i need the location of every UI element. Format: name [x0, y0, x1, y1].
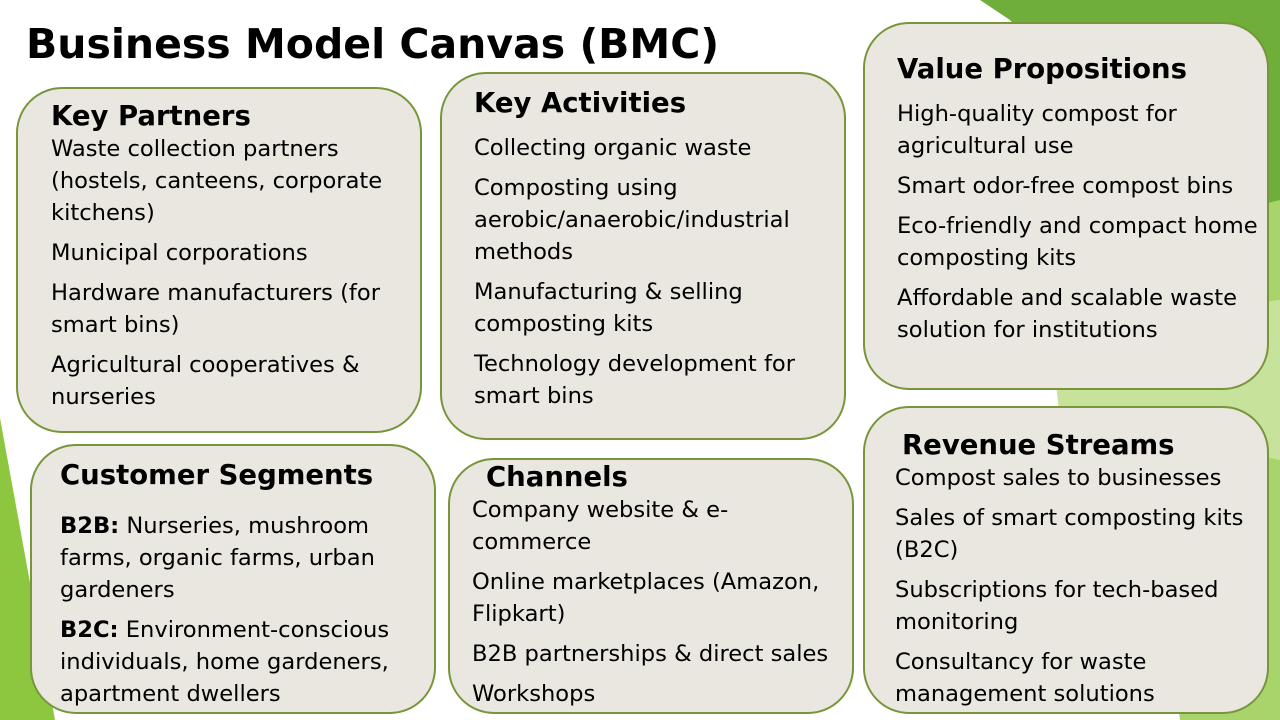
- key-partners-list: Waste collection partners (hostels, cant…: [51, 133, 410, 413]
- slide-title: Business Model Canvas (BMC): [26, 20, 720, 68]
- b2c-text: Environment-conscious individuals, home …: [60, 617, 390, 707]
- list-item: Technology development for smart bins: [474, 351, 796, 409]
- customer-segments-box: Customer Segments B2B: Nurseries, mushro…: [30, 444, 436, 714]
- customer-segments-heading: Customer Segments: [60, 459, 374, 491]
- key-activities-list: Collecting organic waste Composting usin…: [474, 132, 834, 412]
- value-propositions-heading: Value Propositions: [897, 53, 1187, 85]
- list-item: Consultancy for waste management solutio…: [895, 649, 1155, 707]
- list-item: Smart odor-free compost bins: [897, 173, 1234, 199]
- b2b-text: Nurseries, mushroom farms, organic farms…: [60, 513, 375, 603]
- key-partners-box: Key Partners Waste collection partners (…: [16, 87, 422, 433]
- b2c-label: B2C:: [60, 617, 119, 643]
- list-item: Affordable and scalable waste solution f…: [897, 285, 1238, 343]
- list-item: B2B partnerships & direct sales: [472, 641, 829, 667]
- list-item: Manufacturing & selling composting kits: [474, 279, 743, 337]
- list-item: Compost sales to businesses: [895, 465, 1222, 491]
- key-activities-box: Key Activities Collecting organic waste …: [440, 72, 846, 440]
- channels-box: Channels Company website & e-commerce On…: [448, 458, 854, 714]
- value-propositions-list: High-quality compost for agricultural us…: [897, 98, 1259, 346]
- key-activities-heading: Key Activities: [474, 87, 687, 119]
- channels-heading: Channels: [486, 461, 628, 493]
- revenue-streams-heading: Revenue Streams: [902, 429, 1175, 461]
- customer-segments-list: B2B: Nurseries, mushroom farms, organic …: [60, 510, 424, 710]
- list-item: Composting using aerobic/anaerobic/indus…: [474, 175, 790, 265]
- channels-list: Company website & e-commerce Online mark…: [472, 494, 846, 710]
- list-item: Agricultural cooperatives & nurseries: [51, 352, 360, 410]
- list-item: Sales of smart composting kits (B2C): [895, 505, 1244, 563]
- list-item: Waste collection partners (hostels, cant…: [51, 136, 383, 226]
- key-partners-heading: Key Partners: [51, 100, 251, 132]
- list-item: Municipal corporations: [51, 240, 308, 266]
- list-item: Collecting organic waste: [474, 135, 752, 161]
- revenue-streams-box: Revenue Streams Compost sales to busines…: [863, 406, 1269, 714]
- list-item: Eco-friendly and compact home composting…: [897, 213, 1258, 271]
- list-item: Company website & e-commerce: [472, 497, 729, 555]
- revenue-streams-list: Compost sales to businesses Sales of sma…: [895, 462, 1261, 710]
- list-item: Subscriptions for tech-based monitoring: [895, 577, 1219, 635]
- b2b-label: B2B:: [60, 513, 120, 539]
- list-item: B2C: Environment-conscious individuals, …: [60, 614, 424, 710]
- value-propositions-box: Value Propositions High-quality compost …: [863, 22, 1269, 390]
- list-item: Hardware manufacturers (for smart bins): [51, 280, 380, 338]
- list-item: Workshops: [472, 681, 596, 707]
- list-item: B2B: Nurseries, mushroom farms, organic …: [60, 510, 424, 606]
- list-item: Online marketplaces (Amazon, Flipkart): [472, 569, 820, 627]
- list-item: High-quality compost for agricultural us…: [897, 101, 1177, 159]
